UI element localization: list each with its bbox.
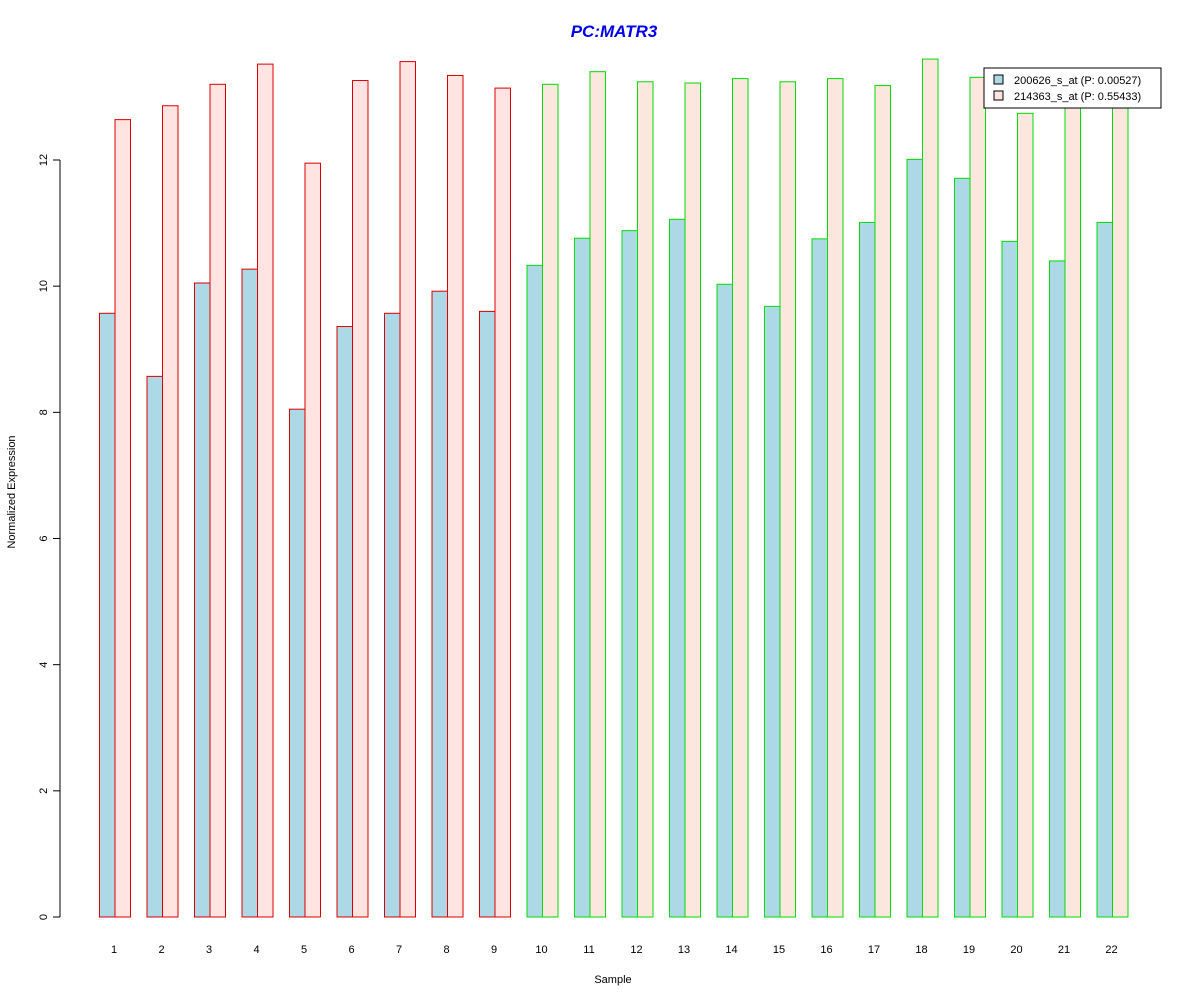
bar-series-2-sample-13 <box>684 82 701 918</box>
y-tick-label-2: 2 <box>38 788 50 794</box>
bar-series-1-sample-10 <box>526 264 543 918</box>
bar-series-2-sample-10 <box>542 83 559 918</box>
bar-series-2-sample-9 <box>494 87 511 918</box>
bar-series-1-sample-7 <box>384 312 401 918</box>
x-axis-label: Sample <box>594 974 631 986</box>
bar-series-2-sample-22 <box>1112 100 1129 918</box>
x-tick-label-12: 12 <box>630 944 642 956</box>
bar-series-2-sample-15 <box>779 81 796 918</box>
bar-series-1-sample-8 <box>431 290 448 918</box>
chart-title: PC:MATR3 <box>571 22 658 41</box>
bar-series-1-sample-9 <box>479 310 496 918</box>
x-tick-label-9: 9 <box>491 944 497 956</box>
bar-series-1-sample-19 <box>954 177 971 918</box>
x-tick-label-13: 13 <box>678 944 690 956</box>
legend: 200626_s_at (P: 0.00527) 214363_s_at (P:… <box>983 67 1162 109</box>
x-tick-label-2: 2 <box>158 944 164 956</box>
bar-series-2-sample-5 <box>304 162 321 918</box>
x-tick-label-21: 21 <box>1058 944 1070 956</box>
legend-label-series-1: 200626_s_at (P: 0.00527) <box>1014 75 1141 87</box>
bar-series-1-sample-16 <box>811 238 828 918</box>
x-tick-label-7: 7 <box>396 944 402 956</box>
bar-series-2-sample-2 <box>162 105 179 918</box>
bar-series-2-sample-14 <box>732 78 749 918</box>
legend-swatch-series-1 <box>993 74 1004 85</box>
bar-series-2-sample-4 <box>257 63 274 918</box>
bar-series-2-sample-6 <box>352 80 369 918</box>
y-tick-label-8: 8 <box>38 409 50 415</box>
bar-series-1-sample-11 <box>574 237 591 918</box>
bar-series-2-sample-12 <box>637 81 654 918</box>
bar-series-1-sample-1 <box>99 312 116 918</box>
x-tick-label-1: 1 <box>111 944 117 956</box>
bar-series-2-sample-17 <box>874 85 891 918</box>
bar-series-1-sample-13 <box>669 218 686 918</box>
bar-series-1-sample-2 <box>146 375 163 918</box>
bar-series-2-sample-3 <box>209 83 226 918</box>
x-tick-label-17: 17 <box>868 944 880 956</box>
x-tick-label-10: 10 <box>535 944 547 956</box>
x-tick-label-11: 11 <box>583 944 594 956</box>
x-tick-label-4: 4 <box>253 944 259 956</box>
y-tick-label-0: 0 <box>38 914 50 920</box>
bar-series-2-sample-20 <box>1017 112 1034 918</box>
bar-series-1-sample-20 <box>1001 240 1018 918</box>
x-axis: 1 2 3 4 5 6 7 8 9 10 11 12 13 14 15 16 17 18 19 20 21 22 <box>111 944 1118 956</box>
bar-series-2-sample-8 <box>447 74 464 918</box>
y-tick-label-10: 10 <box>38 280 50 292</box>
y-tick-label-12: 12 <box>38 154 50 166</box>
bar-series-2-sample-18 <box>922 58 939 918</box>
bar-series-2-sample-1 <box>114 119 131 918</box>
x-tick-label-5: 5 <box>301 944 307 956</box>
legend-box <box>983 67 1162 109</box>
y-axis-label: Normalized Expression <box>6 435 18 548</box>
x-tick-label-14: 14 <box>725 944 737 956</box>
bar-series-1-sample-3 <box>194 282 211 918</box>
bar-series-2-sample-7 <box>399 61 416 918</box>
bar-series-1-sample-17 <box>859 221 876 918</box>
x-tick-label-19: 19 <box>963 944 975 956</box>
x-tick-label-22: 22 <box>1105 944 1117 956</box>
bar-series-1-sample-22 <box>1096 221 1113 918</box>
bar-series-2-sample-16 <box>827 78 844 918</box>
bar-series-1-sample-4 <box>241 268 258 918</box>
legend-label-series-2: 214363_s_at (P: 0.55433) <box>1014 91 1141 103</box>
x-tick-label-6: 6 <box>348 944 354 956</box>
x-tick-label-16: 16 <box>820 944 832 956</box>
bar-series-1-sample-12 <box>621 230 638 918</box>
x-tick-label-18: 18 <box>915 944 927 956</box>
y-tick-label-6: 6 <box>38 535 50 541</box>
y-tick-label-4: 4 <box>38 662 50 668</box>
x-tick-label-3: 3 <box>206 944 212 956</box>
bar-series-1-sample-6 <box>336 326 353 918</box>
x-tick-label-8: 8 <box>443 944 449 956</box>
bar-series-1-sample-14 <box>716 283 733 918</box>
bar-series-2-sample-11 <box>589 71 606 918</box>
bar-series-1-sample-5 <box>289 408 306 918</box>
bar-series-2-sample-19 <box>969 76 986 918</box>
bar-series-2-sample-21 <box>1064 100 1081 918</box>
x-tick-label-20: 20 <box>1010 944 1022 956</box>
legend-swatch-series-2 <box>993 90 1004 101</box>
y-axis: 0 2 4 6 8 10 12 <box>38 154 61 920</box>
bar-series-1-sample-18 <box>906 158 923 918</box>
bar-series-1-sample-15 <box>764 305 781 918</box>
bars-layer <box>99 58 1129 918</box>
x-tick-label-15: 15 <box>773 944 785 956</box>
bar-series-1-sample-21 <box>1049 260 1066 918</box>
